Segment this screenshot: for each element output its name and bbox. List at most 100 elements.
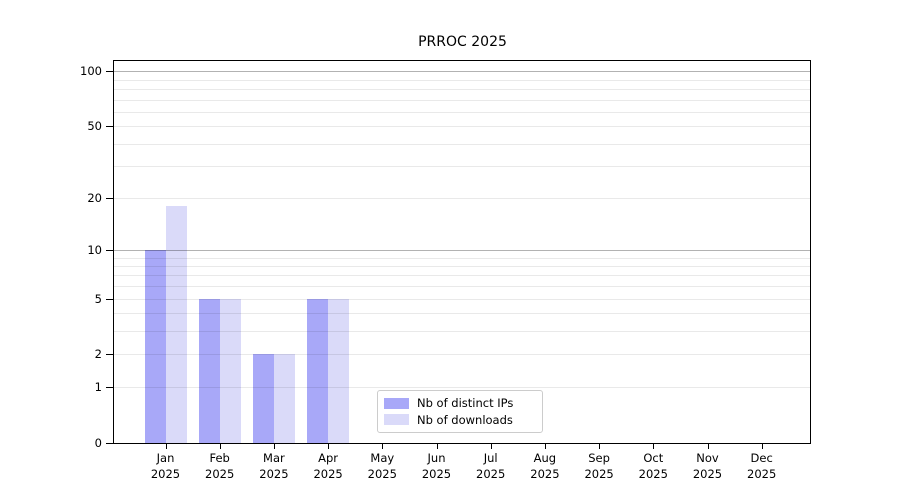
plot-area	[113, 60, 811, 444]
y-tick-label-5: 5	[94, 291, 102, 306]
legend-label-distinct-ips: Nb of distinct IPs	[417, 396, 514, 411]
bar-downloads-jan	[165, 205, 187, 443]
y-tick-mark-20	[106, 197, 113, 199]
x-tick-label-jun: Jun 2025	[409, 450, 465, 482]
bar-distinct-ips-feb	[198, 298, 220, 443]
x-tick-label-apr: Apr 2025	[300, 450, 356, 482]
x-tick-mark-jun	[436, 444, 438, 449]
x-tick-label-aug: Aug 2025	[517, 450, 573, 482]
x-tick-year: 2025	[638, 467, 668, 481]
x-tick-month: Feb	[209, 451, 230, 465]
x-tick-year: 2025	[476, 467, 506, 481]
gridline-minor-9	[114, 257, 810, 259]
x-tick-label-jan: Jan 2025	[138, 450, 194, 482]
x-tick-month: Jun	[427, 451, 446, 465]
x-tick-month: Oct	[643, 451, 664, 465]
y-tick-mark-0	[106, 443, 113, 444]
y-tick-mark-2	[106, 354, 113, 356]
x-tick-month: Dec	[750, 451, 773, 465]
y-tick-label-1: 1	[94, 380, 102, 395]
x-tick-mark-feb	[219, 444, 221, 449]
gridline-major-100	[114, 71, 810, 73]
x-tick-year: 2025	[205, 467, 235, 481]
x-tick-year: 2025	[421, 467, 452, 481]
x-tick-mark-dec	[761, 444, 763, 449]
y-tick-label-10: 10	[87, 242, 102, 257]
legend-row-downloads: Nb of downloads	[384, 412, 534, 428]
gridline-minor-8	[114, 265, 810, 267]
x-tick-mark-oct	[653, 444, 655, 449]
x-tick-mark-jul	[490, 444, 492, 449]
x-tick-label-mar: Mar 2025	[246, 450, 302, 482]
x-tick-year: 2025	[584, 467, 614, 481]
x-tick-month: Nov	[696, 451, 719, 465]
gridline-minor-4	[114, 313, 810, 315]
gridline-minor-50	[114, 126, 810, 128]
x-tick-mark-jan	[165, 444, 167, 449]
x-tick-month: Sep	[588, 451, 610, 465]
x-tick-mark-nov	[707, 444, 709, 449]
legend-row-distinct-ips: Nb of distinct IPs	[384, 395, 534, 411]
legend-swatch-distinct-ips	[384, 397, 409, 409]
x-tick-year: 2025	[367, 467, 397, 481]
gridline-minor-6	[114, 286, 810, 288]
x-tick-mark-may	[382, 444, 384, 449]
y-tick-mark-10	[106, 249, 113, 251]
legend-swatch-downloads	[384, 414, 409, 426]
y-tick-label-50: 50	[87, 119, 102, 134]
gridline-minor-5	[114, 298, 810, 300]
x-tick-label-oct: Oct 2025	[625, 450, 681, 482]
legend: Nb of distinct IPs Nb of downloads	[377, 390, 543, 433]
y-tick-label-20: 20	[87, 190, 102, 205]
gridline-minor-80	[114, 88, 810, 90]
x-tick-year: 2025	[259, 467, 289, 481]
y-tick-mark-50	[106, 126, 113, 128]
gridline-minor-1	[114, 387, 810, 389]
x-tick-label-may: May 2025	[354, 450, 410, 482]
x-tick-year: 2025	[150, 467, 181, 481]
bar-distinct-ips-jan	[144, 249, 166, 443]
gridline-minor-40	[114, 143, 810, 145]
y-tick-mark-1	[106, 387, 113, 389]
legend-label-downloads: Nb of downloads	[417, 412, 513, 427]
x-tick-month: Mar	[263, 451, 285, 465]
x-tick-year: 2025	[313, 467, 343, 481]
x-tick-month: May	[370, 451, 395, 465]
bar-distinct-ips-mar	[252, 354, 274, 443]
x-tick-year: 2025	[692, 467, 723, 481]
gridline-minor-2	[114, 354, 810, 356]
x-tick-month: Aug	[533, 451, 557, 465]
x-tick-mark-aug	[544, 444, 546, 449]
y-tick-label-100: 100	[80, 64, 102, 79]
bar-downloads-apr	[328, 298, 350, 443]
bar-downloads-feb	[219, 298, 241, 443]
x-tick-label-sep: Sep 2025	[571, 450, 627, 482]
gridline-minor-7	[114, 275, 810, 277]
x-tick-year: 2025	[530, 467, 560, 481]
x-tick-mark-sep	[599, 444, 601, 449]
x-tick-mark-apr	[328, 444, 330, 449]
gridline-minor-3	[114, 331, 810, 333]
x-tick-label-nov: Nov 2025	[680, 450, 736, 482]
y-tick-mark-5	[106, 298, 113, 300]
bar-downloads-mar	[273, 354, 295, 443]
gridline-minor-30	[114, 166, 810, 168]
x-tick-label-dec: Dec 2025	[734, 450, 790, 482]
y-tick-mark-100	[106, 71, 113, 73]
gridline-minor-70	[114, 99, 810, 101]
x-tick-month: Jul	[483, 451, 498, 465]
x-tick-label-jul: Jul 2025	[463, 450, 519, 482]
x-tick-year: 2025	[747, 467, 777, 481]
gridline-minor-20	[114, 197, 810, 199]
gridline-minor-90	[114, 79, 810, 81]
x-tick-label-feb: Feb 2025	[192, 450, 248, 482]
chart-title: PRROC 2025	[418, 34, 507, 50]
y-tick-label-2: 2	[94, 347, 102, 362]
x-tick-month: Apr	[318, 451, 339, 465]
gridline-major-10	[114, 249, 810, 251]
y-tick-label-0: 0	[94, 436, 102, 450]
x-tick-mark-mar	[273, 444, 275, 449]
x-tick-month: Jan	[156, 451, 175, 465]
bar-distinct-ips-apr	[307, 298, 329, 443]
